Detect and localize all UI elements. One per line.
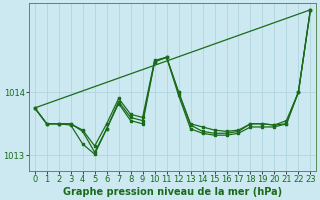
X-axis label: Graphe pression niveau de la mer (hPa): Graphe pression niveau de la mer (hPa) bbox=[63, 187, 282, 197]
